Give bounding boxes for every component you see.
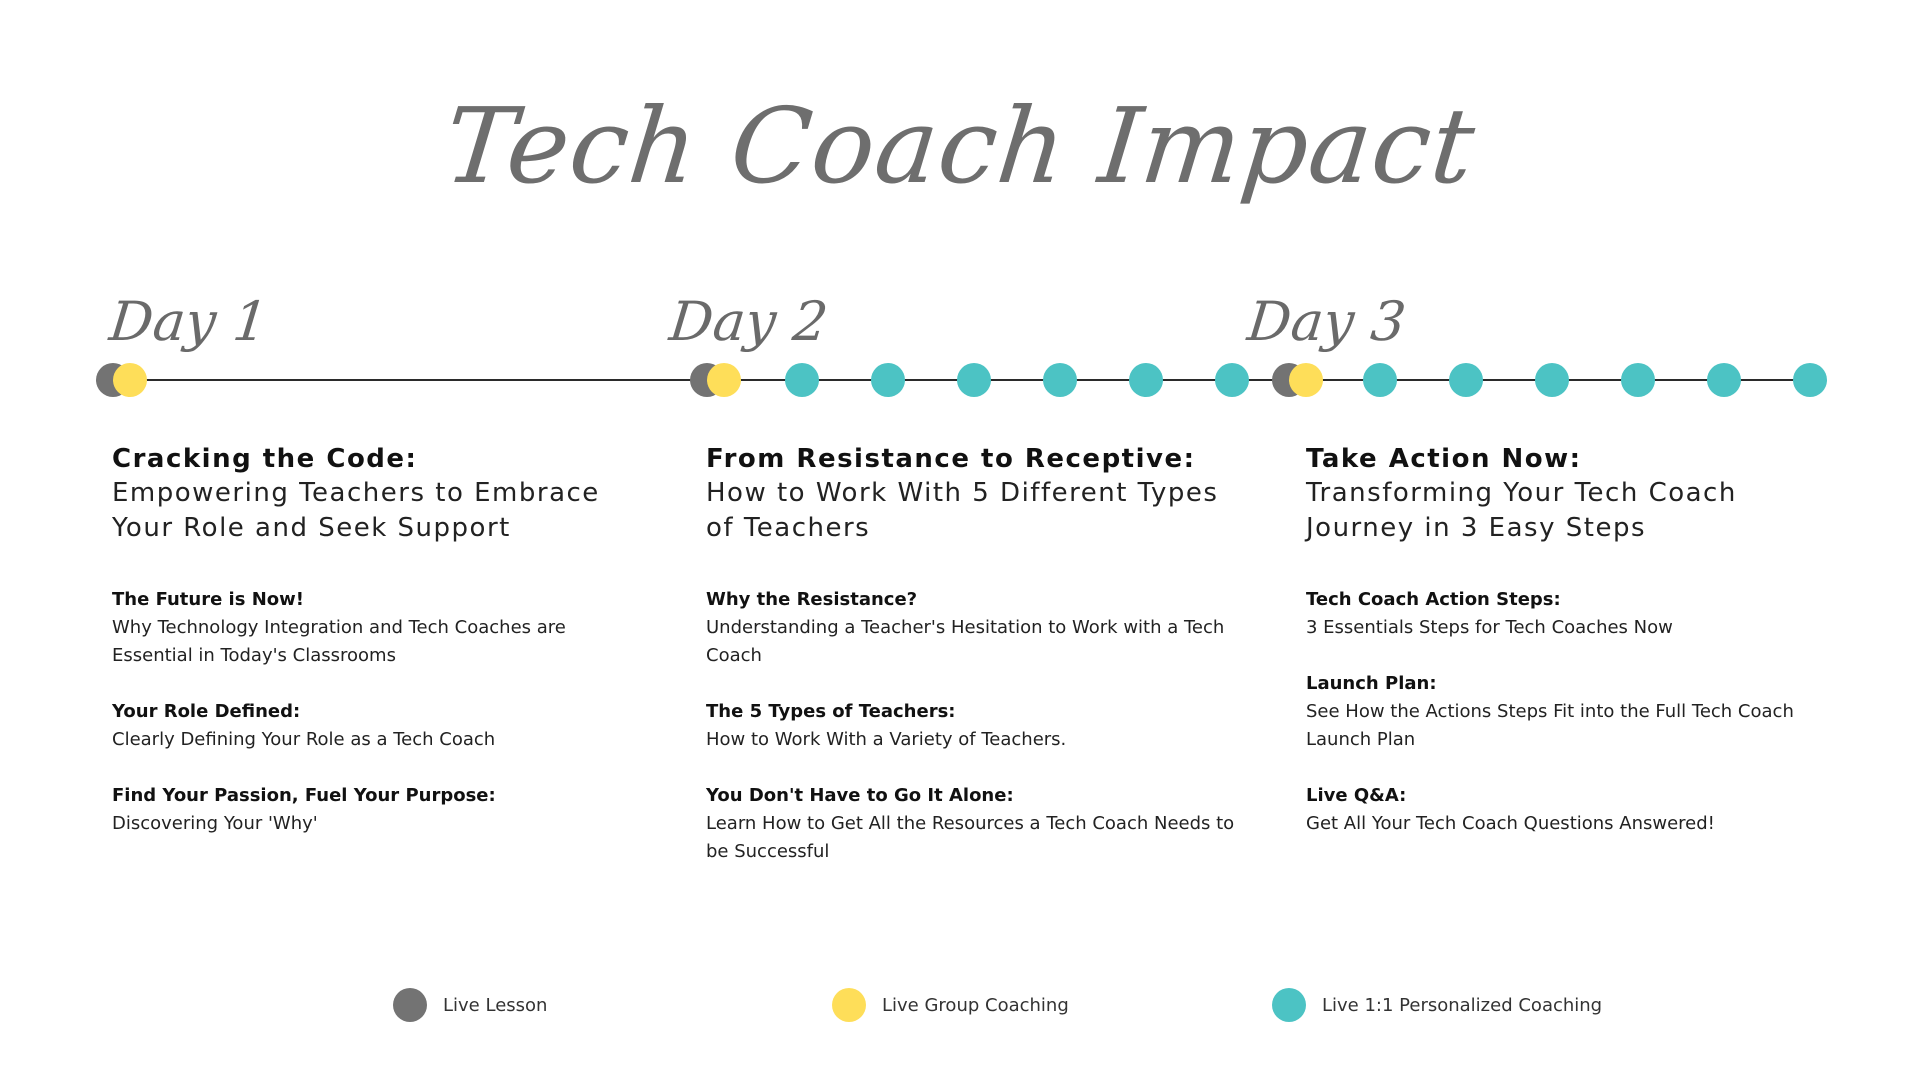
gray-dot-icon <box>393 988 427 1022</box>
personal-coaching-marker <box>1215 363 1249 397</box>
group-coaching-marker <box>1289 363 1323 397</box>
group-coaching-marker <box>707 363 741 397</box>
agenda-item-desc: Get All Your Tech Coach Questions Answer… <box>1306 813 1715 834</box>
personal-coaching-marker <box>1621 363 1655 397</box>
day-2-label: Day 2 <box>666 290 831 353</box>
agenda-item: Live Q&A: Get All Your Tech Coach Questi… <box>1306 782 1846 838</box>
agenda-item-title: Live Q&A: <box>1306 785 1407 806</box>
legend-label: Live 1:1 Personalized Coaching <box>1322 994 1603 1016</box>
teal-dot-icon <box>1272 988 1306 1022</box>
group-coaching-marker <box>113 363 147 397</box>
personal-coaching-marker <box>1793 363 1827 397</box>
session-heading: Cracking the Code: <box>112 444 418 474</box>
agenda-item-title: You Don't Have to Go It Alone: <box>706 785 1014 806</box>
agenda-item-title: Find Your Passion, Fuel Your Purpose: <box>112 785 496 806</box>
agenda-item-title: The 5 Types of Teachers: <box>706 701 956 722</box>
legend-label: Live Group Coaching <box>882 994 1069 1016</box>
day-3-label: Day 3 <box>1244 290 1409 353</box>
day-1-column: Cracking the Code: Empowering Teachers t… <box>112 442 652 866</box>
session-subheading: How to Work With 5 Different Types of Te… <box>706 478 1219 543</box>
legend-live-lesson: Live Lesson <box>393 988 547 1022</box>
agenda-item-title: The Future is Now! <box>112 589 304 610</box>
agenda-item-desc: Clearly Defining Your Role as a Tech Coa… <box>112 729 496 750</box>
personal-coaching-marker <box>957 363 991 397</box>
agenda-item: Why the Resistance? Understanding a Teac… <box>706 586 1246 670</box>
agenda-item-desc: Discovering Your 'Why' <box>112 813 318 834</box>
yellow-dot-icon <box>832 988 866 1022</box>
day-1-label: Day 1 <box>106 290 271 353</box>
agenda-item: Your Role Defined: Clearly Defining Your… <box>112 698 652 754</box>
session-subheading: Transforming Your Tech Coach Journey in … <box>1306 478 1737 543</box>
session-subheading: Empowering Teachers to Embrace Your Role… <box>112 478 600 543</box>
agenda-item-desc: How to Work With a Variety of Teachers. <box>706 729 1067 750</box>
personal-coaching-marker <box>871 363 905 397</box>
agenda-item: The 5 Types of Teachers: How to Work Wit… <box>706 698 1246 754</box>
personal-coaching-marker <box>1129 363 1163 397</box>
agenda-item: Find Your Passion, Fuel Your Purpose: Di… <box>112 782 652 838</box>
legend-personal-coaching: Live 1:1 Personalized Coaching <box>1272 988 1602 1022</box>
agenda-item-title: Your Role Defined: <box>112 701 301 722</box>
agenda-item-desc: Learn How to Get All the Resources a Tec… <box>706 813 1235 862</box>
personal-coaching-marker <box>1535 363 1569 397</box>
agenda-item-desc: 3 Essentials Steps for Tech Coaches Now <box>1306 617 1673 638</box>
page-title: Tech Coach Impact <box>439 85 1481 207</box>
agenda-item-desc: See How the Actions Steps Fit into the F… <box>1306 701 1794 750</box>
agenda-item: The Future is Now! Why Technology Integr… <box>112 586 652 670</box>
legend-group-coaching: Live Group Coaching <box>832 988 1069 1022</box>
personal-coaching-marker <box>785 363 819 397</box>
agenda-item-title: Launch Plan: <box>1306 673 1437 694</box>
day-2-column: From Resistance to Receptive: How to Wor… <box>706 442 1246 894</box>
agenda-item: You Don't Have to Go It Alone: Learn How… <box>706 782 1246 866</box>
agenda-item-title: Why the Resistance? <box>706 589 918 610</box>
personal-coaching-marker <box>1449 363 1483 397</box>
legend-label: Live Lesson <box>443 994 548 1016</box>
personal-coaching-marker <box>1707 363 1741 397</box>
agenda-item: Launch Plan: See How the Actions Steps F… <box>1306 670 1846 754</box>
personal-coaching-marker <box>1043 363 1077 397</box>
agenda-item-desc: Understanding a Teacher's Hesitation to … <box>706 617 1225 666</box>
agenda-item: Tech Coach Action Steps: 3 Essentials St… <box>1306 586 1846 642</box>
agenda-item-title: Tech Coach Action Steps: <box>1306 589 1561 610</box>
agenda-item-desc: Why Technology Integration and Tech Coac… <box>112 617 566 666</box>
day-3-column: Take Action Now: Transforming Your Tech … <box>1306 442 1846 866</box>
personal-coaching-marker <box>1363 363 1397 397</box>
session-heading: Take Action Now: <box>1306 444 1582 474</box>
session-heading: From Resistance to Receptive: <box>706 444 1196 474</box>
